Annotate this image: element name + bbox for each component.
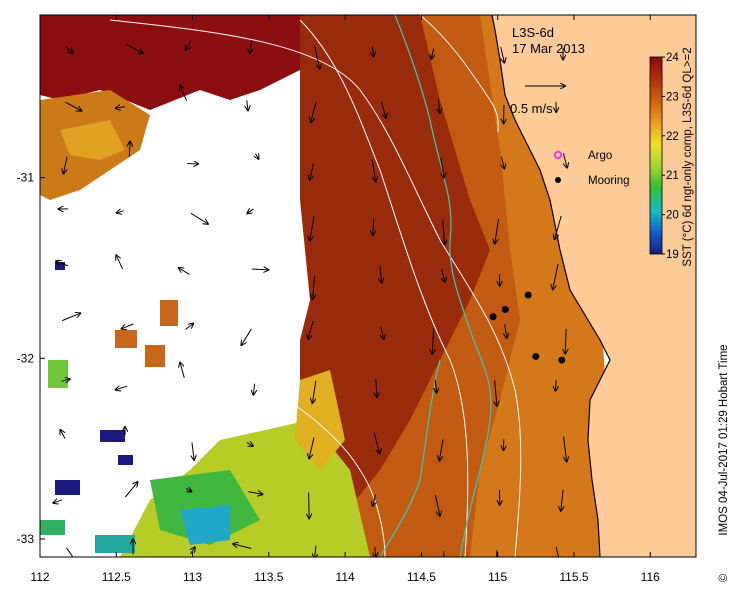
x-tick-label: 116 (641, 570, 660, 584)
copyright-icon: © (718, 573, 730, 582)
sst-patch (115, 330, 137, 348)
mooring-marker (525, 292, 532, 299)
colorbar-gradient (650, 57, 662, 254)
product-label: L3S-6d (512, 25, 554, 40)
mooring-legend-icon (555, 177, 561, 183)
credit-text: IMOS 04-Jul-2017 01:29 Hobart Time (718, 344, 730, 535)
x-tick-label: 113 (183, 570, 202, 584)
colorbar-tick-label: 19 (666, 249, 679, 261)
vector-scale-label: 0.5 m/s (510, 101, 553, 116)
colorbar-tick-label: 22 (666, 131, 679, 143)
y-tick-label: -33 (17, 532, 35, 546)
sst-patch (40, 520, 65, 535)
current-vector-arrow (375, 547, 376, 557)
y-tick-label: -31 (17, 171, 35, 185)
y-tick-label: -32 (17, 351, 35, 365)
mooring-legend-label: Mooring (588, 175, 630, 187)
x-tick-label: 113.5 (254, 570, 283, 584)
date-label: 17 Mar 2013 (512, 41, 585, 56)
mooring-marker (532, 353, 539, 360)
x-tick-label: 115 (488, 570, 507, 584)
mooring-marker (558, 357, 565, 364)
x-tick-label: 112.5 (102, 570, 131, 584)
sst-patch-dark (100, 430, 125, 442)
cloud-gap (60, 190, 310, 420)
mooring-marker (502, 306, 509, 313)
x-tick-label: 114 (336, 570, 355, 584)
colorbar-tick-label: 20 (666, 210, 679, 222)
sst-patch (48, 360, 68, 388)
sst-patch-dark (118, 455, 133, 465)
colorbar-tick-label: 23 (666, 91, 679, 103)
colorbar-label: SST (°C) 6d ngt-only comp, L3S-6d QL>=2 (682, 47, 694, 266)
colorbar-tick-label: 21 (666, 170, 679, 182)
colorbar-tick-label: 24 (666, 52, 679, 64)
sst-patch (145, 345, 165, 367)
current-vector-arrow (309, 492, 310, 518)
sst-patch (160, 300, 178, 326)
sst-patch (95, 535, 135, 553)
argo-legend-label: Argo (588, 150, 612, 162)
x-tick-label: 112 (30, 570, 49, 584)
mooring-marker (490, 313, 497, 320)
x-tick-label: 114.5 (407, 570, 436, 584)
sst-patch-dark (55, 480, 80, 495)
x-tick-label: 115.5 (559, 570, 588, 584)
